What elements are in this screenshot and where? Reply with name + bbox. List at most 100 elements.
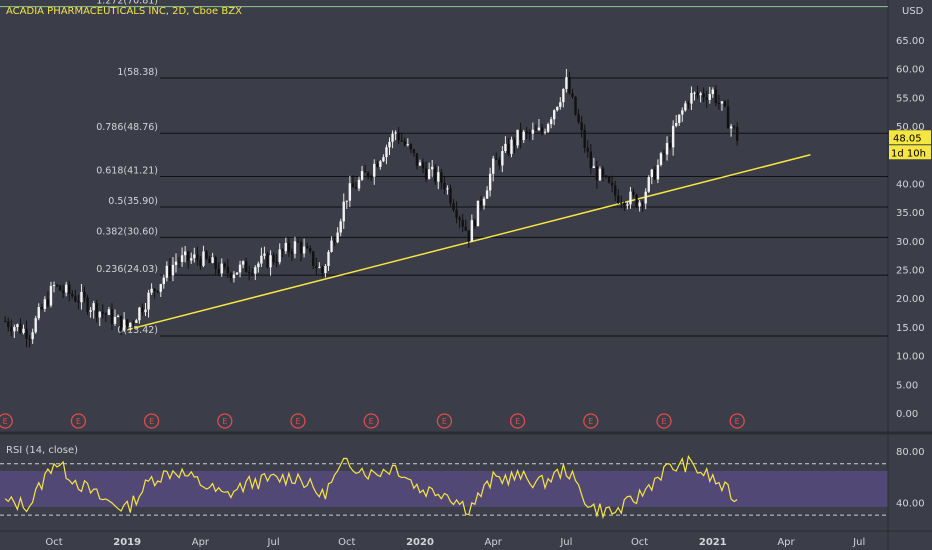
candle-body <box>373 163 376 177</box>
candle-body <box>223 263 226 267</box>
candle-body <box>492 158 495 174</box>
rsi-band <box>0 471 888 507</box>
candle-body <box>141 307 144 313</box>
candle-body <box>397 132 400 141</box>
candle-body <box>540 127 544 133</box>
price-tick-label: 40.00 <box>896 179 925 190</box>
candle-body <box>284 242 287 252</box>
candle-body <box>312 251 315 267</box>
time-tick-label: 2019 <box>113 537 141 548</box>
candle-body <box>647 177 650 192</box>
candle-body <box>251 273 254 275</box>
earnings-marker-label: E <box>442 417 447 426</box>
fibonacci-retracement[interactable]: 1.272(70.81) 1(58.38) 0.786(48.76) 0.618(41… <box>0 0 888 337</box>
candle-body <box>187 251 190 261</box>
candle-body <box>150 288 153 293</box>
candle-body <box>537 127 541 131</box>
candle-body <box>400 140 403 142</box>
price-tick-label: 15.00 <box>896 323 925 334</box>
candle-body <box>507 143 510 154</box>
fib-level-label: 0(13.42) <box>117 325 158 336</box>
price-tick-label: 25.00 <box>896 266 925 277</box>
earnings-marker <box>363 413 379 429</box>
candle-body <box>71 293 74 297</box>
candle-body <box>723 101 727 107</box>
earnings-marker <box>70 413 87 429</box>
candle-body <box>714 89 718 103</box>
candle-body <box>525 131 528 133</box>
earnings-marker-label: E <box>735 417 740 426</box>
candle-body <box>531 129 535 134</box>
candle-body <box>659 153 663 165</box>
main-pane[interactable] <box>0 0 888 432</box>
candle-body <box>55 284 59 286</box>
candle-body <box>342 201 345 222</box>
candle-body <box>452 203 455 210</box>
fib-level-label: 1.272(70.81) <box>96 0 158 7</box>
candle-body <box>19 324 22 333</box>
candle-body <box>110 309 114 324</box>
candle-body <box>162 277 165 285</box>
candle-body <box>461 220 464 227</box>
time-tick-label: Oct <box>45 537 62 548</box>
candle-body <box>77 301 80 303</box>
time-tick-label: Jul <box>267 537 280 548</box>
last-price-tag <box>889 130 931 145</box>
candle-body <box>254 267 257 274</box>
candle-body <box>309 248 312 252</box>
candle-body <box>629 191 632 205</box>
earnings-marker <box>0 413 13 429</box>
candle-body <box>644 191 647 204</box>
candle-body <box>412 149 416 154</box>
candle-body <box>403 141 406 145</box>
time-tick-label: Oct <box>338 537 355 548</box>
candle-body <box>391 133 394 142</box>
candle-body <box>248 272 251 274</box>
rsi-line <box>4 454 738 520</box>
candle-body <box>464 226 467 231</box>
candle-body <box>74 296 77 302</box>
time-axis[interactable]: Oct 2019 Apr Jul Oct 2020 Apr Jul Oct 2021 Apr Jul <box>45 537 865 548</box>
price-tick-label: 10.00 <box>896 352 925 363</box>
candle-body <box>98 311 101 318</box>
candle-body <box>449 188 452 204</box>
countdown-label: 1d 10h <box>891 148 926 159</box>
candle-body <box>568 77 571 94</box>
rsi-tick-label: 40.00 <box>896 498 925 509</box>
candle-body <box>31 332 34 340</box>
price-tick-label: 60.00 <box>896 65 925 76</box>
candle-body <box>516 129 519 146</box>
earnings-marker <box>143 413 160 429</box>
candle-body <box>446 188 449 190</box>
candle-body <box>290 251 294 254</box>
candle-body <box>49 285 53 306</box>
candle-body <box>363 171 367 173</box>
fib-level-label: 0.236(24.03) <box>96 264 158 275</box>
candle-body <box>732 126 736 128</box>
candle-body <box>662 153 666 155</box>
earnings-marker <box>290 413 306 429</box>
candle-body <box>370 176 373 178</box>
candle-body <box>705 97 708 100</box>
candle-body <box>190 258 193 261</box>
candle-body <box>720 101 724 104</box>
candle-body <box>675 123 678 126</box>
last-price-label: 48.05 <box>893 133 922 144</box>
candle-body <box>147 292 150 310</box>
candle-body <box>22 328 25 333</box>
candle-body <box>476 200 480 227</box>
candle-body <box>632 191 635 195</box>
candle-body <box>736 127 739 141</box>
candle-body <box>479 200 483 206</box>
candle-body <box>394 132 397 134</box>
candle-body <box>348 183 352 201</box>
candle-body <box>119 315 123 331</box>
candle-body <box>650 169 653 178</box>
time-tick-label: Apr <box>485 537 503 548</box>
price-axis[interactable]: 65.0060.0055.0050.0045.0040.0035.0030.00… <box>889 36 931 509</box>
time-tick-label: Apr <box>192 537 210 548</box>
candle-body <box>610 182 614 186</box>
candle-body <box>116 315 120 317</box>
